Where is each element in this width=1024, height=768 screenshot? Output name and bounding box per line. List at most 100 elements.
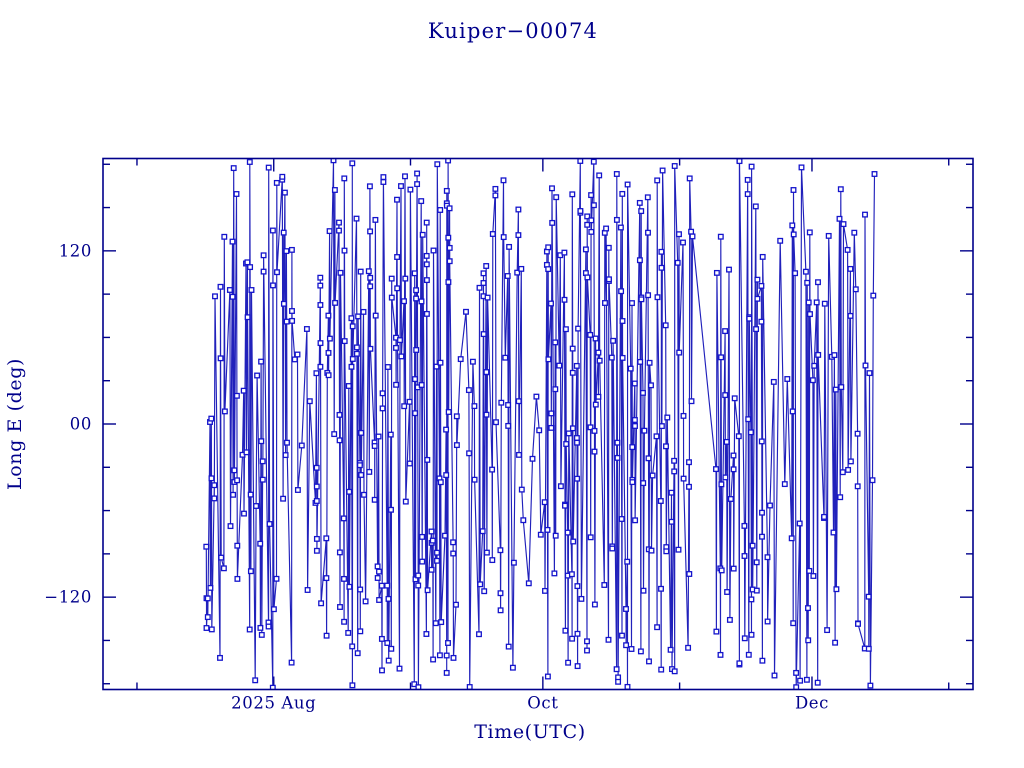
data-point-marker xyxy=(591,601,598,608)
data-point-marker xyxy=(648,382,654,389)
data-point-marker xyxy=(423,252,430,259)
data-point-marker xyxy=(208,626,215,633)
data-point-marker xyxy=(680,475,687,482)
data-point-marker xyxy=(722,474,729,481)
data-point-marker xyxy=(331,187,338,193)
data-point-marker xyxy=(536,427,543,434)
data-point-marker xyxy=(837,494,844,501)
data-point-marker xyxy=(674,259,681,266)
data-point-marker xyxy=(234,477,241,484)
data-point-marker xyxy=(658,585,664,592)
data-point-marker xyxy=(851,229,858,236)
data-point-marker xyxy=(465,387,472,394)
data-point-marker xyxy=(515,206,522,213)
data-point-marker xyxy=(515,232,522,239)
data-point-marker xyxy=(608,354,615,361)
data-point-marker xyxy=(376,597,383,603)
data-point-marker xyxy=(671,163,678,169)
data-point-marker xyxy=(575,325,582,332)
data-point-marker xyxy=(336,227,342,234)
axis-tick-labels: 120 00 −120 2025 Aug Oct Dec xyxy=(44,241,828,713)
data-point-marker xyxy=(208,475,215,482)
data-point-marker xyxy=(489,466,496,473)
data-point-marker xyxy=(574,583,581,590)
data-point-marker xyxy=(336,411,343,418)
data-point-marker xyxy=(562,326,569,333)
data-point-marker xyxy=(396,665,403,672)
data-point-marker xyxy=(500,177,507,184)
data-point-marker xyxy=(839,469,846,476)
data-point-marker xyxy=(870,292,877,299)
data-point-marker xyxy=(241,510,247,517)
data-point-marker xyxy=(548,424,555,431)
data-point-marker xyxy=(869,477,876,484)
data-point-marker xyxy=(619,354,626,361)
data-point-marker xyxy=(317,363,324,370)
data-point-marker xyxy=(759,253,766,260)
data-point-marker xyxy=(424,587,431,594)
data-point-marker xyxy=(814,679,821,686)
data-point-marker xyxy=(578,595,585,602)
data-point-marker xyxy=(565,430,572,437)
data-point-marker xyxy=(354,650,361,657)
data-point-marker xyxy=(821,513,828,520)
data-point-marker xyxy=(574,475,581,482)
data-point-marker xyxy=(376,568,382,575)
data-point-marker xyxy=(393,344,399,351)
data-point-marker xyxy=(246,626,253,633)
data-point-marker xyxy=(483,411,490,418)
data-point-marker xyxy=(574,663,581,670)
data-point-marker xyxy=(862,362,869,369)
data-point-marker xyxy=(741,522,748,529)
data-point-marker xyxy=(844,246,851,253)
data-point-marker xyxy=(792,270,799,277)
data-point-marker xyxy=(564,529,571,536)
data-point-marker xyxy=(584,647,590,654)
data-point-marker xyxy=(832,386,839,393)
data-point-marker xyxy=(590,202,597,209)
data-point-marker xyxy=(360,308,367,315)
data-point-marker xyxy=(518,265,525,272)
data-point-marker xyxy=(568,571,575,578)
data-point-marker xyxy=(713,628,720,635)
data-point-marker xyxy=(606,276,612,283)
data-point-marker xyxy=(442,532,448,539)
data-point-marker xyxy=(745,416,752,423)
x-tick-label: 2025 Aug xyxy=(231,694,316,713)
data-point-marker xyxy=(357,628,364,635)
data-point-marker xyxy=(506,243,513,250)
data-point-marker xyxy=(430,247,437,254)
data-point-marker xyxy=(492,192,499,199)
data-point-marker xyxy=(384,582,391,589)
data-point-marker xyxy=(260,268,267,275)
data-point-marker xyxy=(336,549,343,556)
data-point-marker xyxy=(270,282,276,289)
data-point-marker xyxy=(618,516,625,522)
data-point-marker xyxy=(203,543,210,550)
data-point-marker xyxy=(746,315,753,322)
data-point-marker xyxy=(406,398,413,405)
data-point-marker xyxy=(406,460,413,467)
data-point-marker xyxy=(273,575,280,582)
data-series xyxy=(203,158,878,690)
data-point-marker xyxy=(805,637,812,644)
data-point-marker xyxy=(736,158,743,165)
data-point-marker xyxy=(388,645,395,652)
data-point-marker xyxy=(736,660,743,667)
data-point-marker xyxy=(847,458,854,465)
data-point-marker xyxy=(753,587,760,594)
data-point-marker xyxy=(258,358,265,365)
data-point-marker xyxy=(735,433,742,440)
data-point-marker xyxy=(805,299,812,306)
data-point-marker xyxy=(388,506,394,513)
data-point-marker xyxy=(865,645,872,652)
data-point-marker xyxy=(663,443,669,450)
data-point-marker xyxy=(247,264,254,271)
data-point-marker xyxy=(584,274,591,281)
data-point-marker xyxy=(627,365,634,372)
data-point-marker xyxy=(394,196,400,203)
data-point-marker xyxy=(654,177,661,184)
data-point-marker xyxy=(854,430,861,437)
data-point-marker xyxy=(413,287,420,294)
data-point-marker xyxy=(388,275,395,282)
